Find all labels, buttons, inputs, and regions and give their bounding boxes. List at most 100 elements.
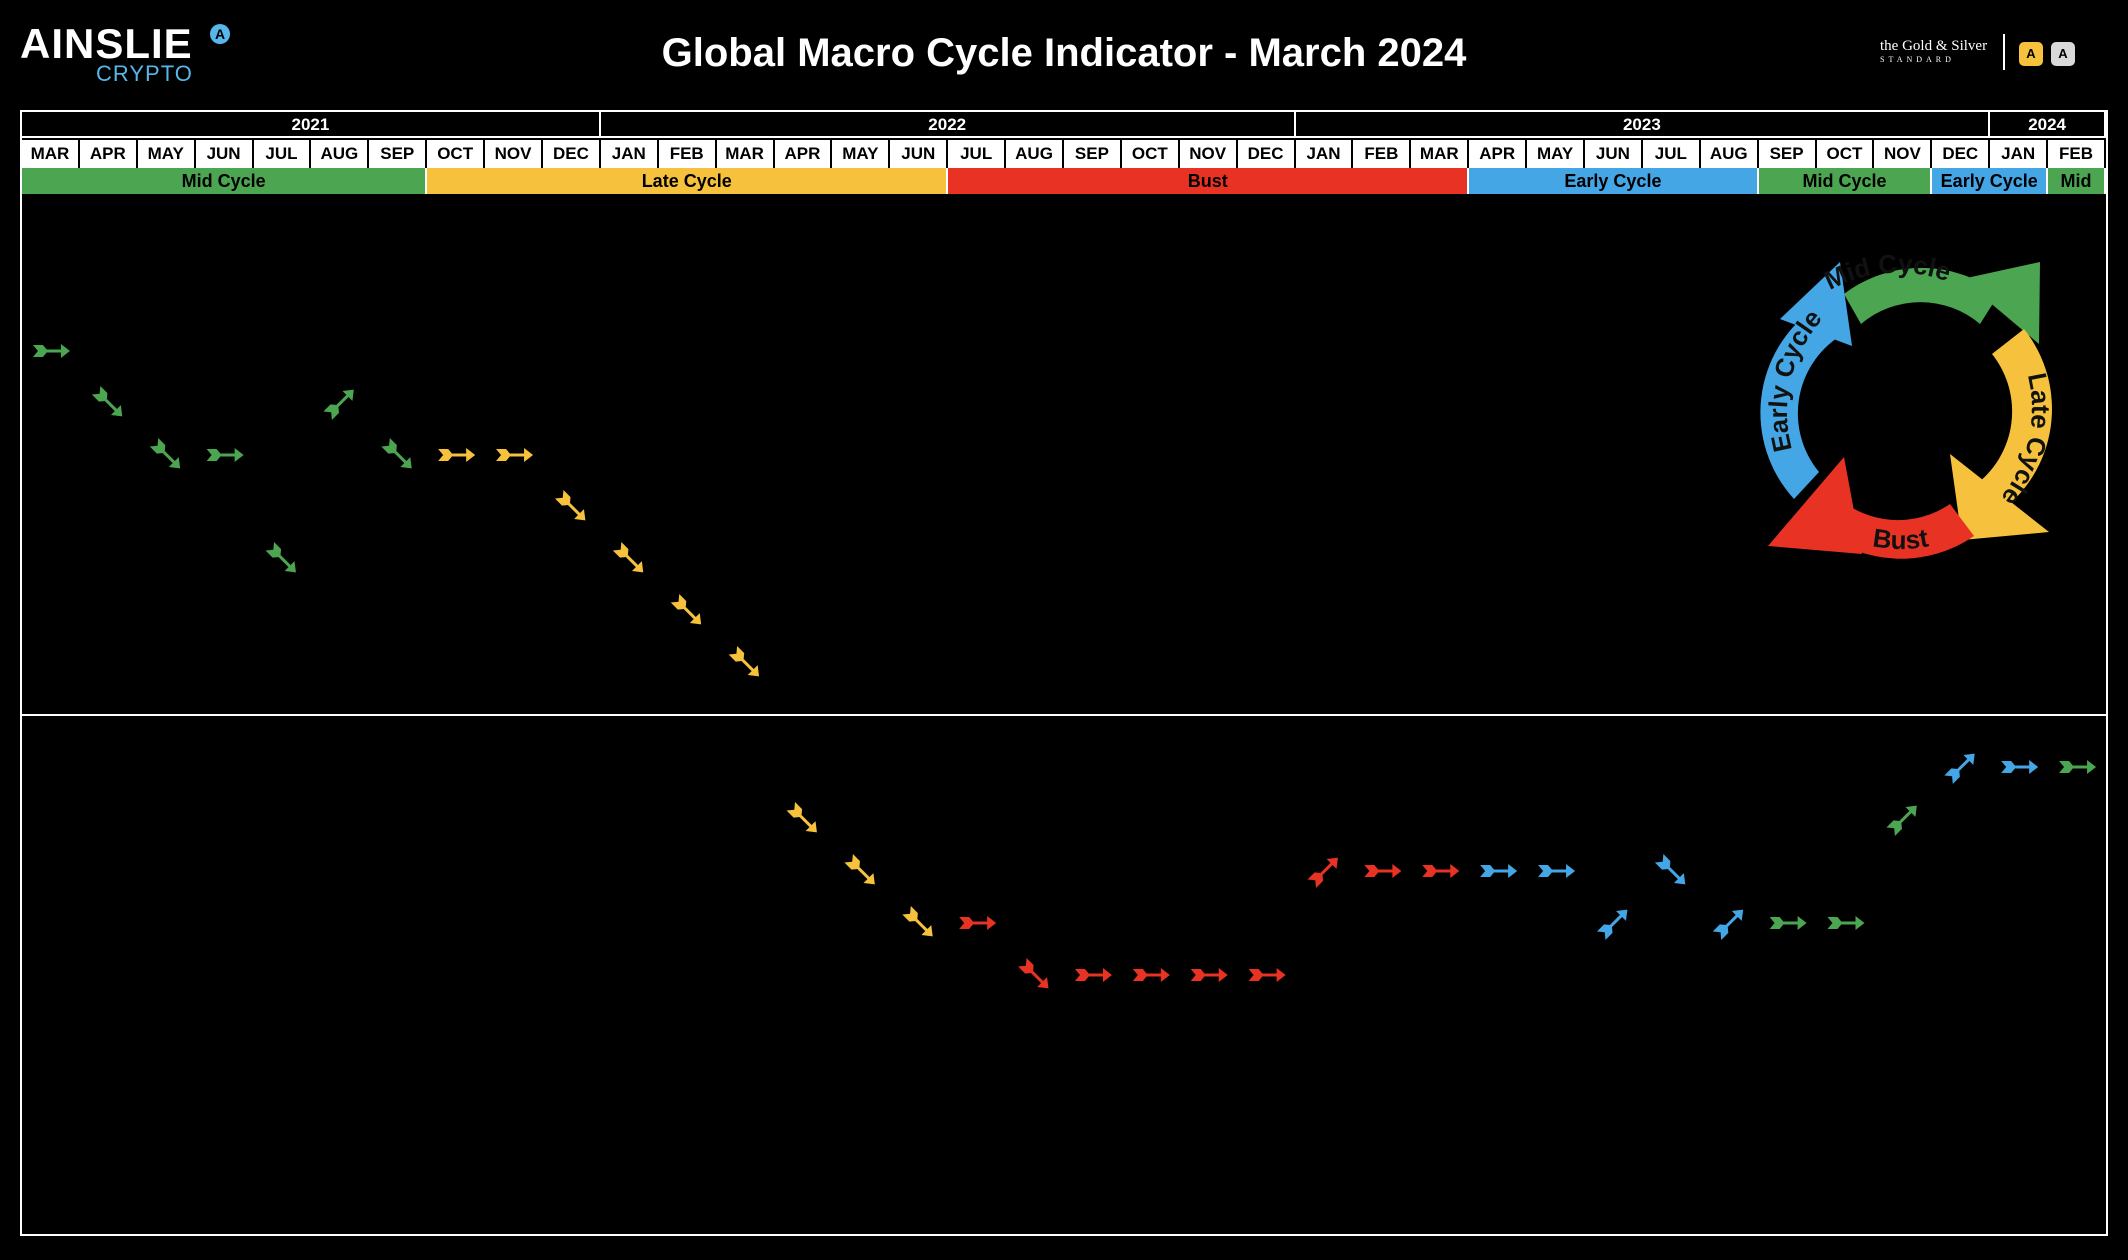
month-header: DEC <box>543 140 601 168</box>
cycle-marker <box>959 916 997 930</box>
month-header: SEP <box>1064 140 1122 168</box>
month-header: JUL <box>253 140 312 168</box>
cycle-marker <box>381 438 412 469</box>
cycle-marker <box>902 906 933 937</box>
month-header: AUG <box>1700 140 1759 168</box>
month-header: NOV <box>485 140 543 168</box>
logo-main-text: AINSLIE <box>20 20 193 67</box>
cycle-marker <box>1538 864 1576 878</box>
logo-sub-text: CRYPTO <box>96 61 193 86</box>
month-header: OCT <box>1816 140 1875 168</box>
cycle-marker <box>265 542 296 573</box>
ainslie-badge-icon: A <box>2019 42 2043 66</box>
month-header: DEC <box>1237 140 1296 168</box>
month-header: JAN <box>1990 140 2049 168</box>
month-header: NOV <box>1179 140 1238 168</box>
month-header: FEB <box>2048 140 2106 168</box>
cycle-marker <box>496 448 534 462</box>
chart-frame <box>20 110 2108 1236</box>
cycle-marker <box>554 490 586 521</box>
cycle-marker <box>1886 805 1917 836</box>
month-header: OCT <box>1121 140 1180 168</box>
month-header: FEB <box>658 140 717 168</box>
month-header: JUN <box>1585 140 1643 168</box>
month-header: AUG <box>1006 140 1064 168</box>
phase-band: Bust <box>948 168 1470 194</box>
legend-label-late: Late Cycle <box>1996 370 2056 512</box>
brand-bottom-text: STANDARD <box>1880 55 1955 64</box>
phase-band: Early Cycle <box>1469 168 1759 194</box>
year-header: 2022 <box>600 112 1296 138</box>
cycle-marker <box>1190 968 1228 982</box>
cycle-marker <box>1307 857 1338 888</box>
cycle-marker <box>670 594 702 625</box>
chart-title: Global Macro Cycle Indicator - March 202… <box>661 31 1467 75</box>
cycle-marker <box>1074 968 1112 982</box>
cycle-marker <box>1712 909 1744 940</box>
month-header: APR <box>1469 140 1528 168</box>
cycle-marker <box>1248 968 1286 982</box>
cycle-marker <box>844 854 875 885</box>
cycle-ring-bust <box>1768 457 1974 559</box>
logo-mark-icon: A <box>210 24 230 44</box>
cycle-marker <box>1364 864 1402 878</box>
phase-band: Early Cycle <box>1932 168 2049 194</box>
month-header: SEP <box>1758 140 1817 168</box>
month-header: OCT <box>427 140 486 168</box>
cycle-marker <box>1769 916 1807 930</box>
cycle-marker <box>206 448 244 462</box>
zero-line <box>20 714 2108 716</box>
cycle-marker <box>438 448 476 462</box>
cycle-ring-late <box>1950 329 2052 540</box>
phase-band: Mid <box>2048 168 2106 194</box>
cycle-marker <box>149 438 181 469</box>
cycle-marker <box>786 802 817 833</box>
cycle-marker <box>1018 958 1049 989</box>
month-header: SEP <box>369 140 428 168</box>
month-header: MAY <box>832 140 891 168</box>
cycle-marker <box>323 389 354 420</box>
month-header: DEC <box>1932 140 1991 168</box>
cycle-marker <box>1827 916 1865 930</box>
cycle-ring-mid <box>1844 262 2040 344</box>
brand-divider <box>2003 34 2005 70</box>
year-header: 2023 <box>1295 112 1991 138</box>
legend-label-bust: Bust <box>1871 522 1931 555</box>
cycle-marker <box>728 646 760 677</box>
month-header: MAY <box>1527 140 1585 168</box>
month-header: JAN <box>1295 140 1354 168</box>
month-header: JUN <box>195 140 254 168</box>
cycle-marker <box>612 542 644 573</box>
month-header: APR <box>79 140 138 168</box>
cycle-marker <box>32 344 70 358</box>
cycle-marker <box>2059 760 2097 774</box>
month-header: JUL <box>1642 140 1701 168</box>
cycle-ring-early <box>1760 262 1852 499</box>
phase-band: Mid Cycle <box>1758 168 1933 194</box>
cycle-legend: Mid Cycle Late Cycle Bust Early Cycle <box>1760 248 2056 559</box>
month-header: NOV <box>1874 140 1933 168</box>
month-header: MAY <box>137 140 196 168</box>
gold-silver-standard-logo: the Gold & Silver STANDARD <box>1880 38 1990 66</box>
cycle-marker <box>2001 760 2039 774</box>
cycle-marker <box>1944 753 1975 784</box>
year-header: 2021 <box>22 112 601 138</box>
cycle-marker <box>1422 864 1460 878</box>
month-header: JAN <box>600 140 659 168</box>
month-header: AUG <box>311 140 370 168</box>
month-header: JUL <box>948 140 1007 168</box>
cycle-marker <box>91 386 123 417</box>
month-header: FEB <box>1353 140 1412 168</box>
ainslie-grey-badge-icon: A <box>2051 42 2075 66</box>
brand-top-text: the Gold & Silver <box>1880 38 1988 54</box>
cycle-marker <box>1654 854 1686 885</box>
cycle-marker <box>1132 968 1170 982</box>
month-header: MAR <box>1411 140 1470 168</box>
month-header: APR <box>774 140 833 168</box>
month-header: JUN <box>890 140 949 168</box>
cycle-marker <box>1480 864 1518 878</box>
phase-band: Mid Cycle <box>22 168 428 194</box>
cycle-marker <box>1596 909 1628 940</box>
year-header: 2024 <box>1990 112 2106 138</box>
